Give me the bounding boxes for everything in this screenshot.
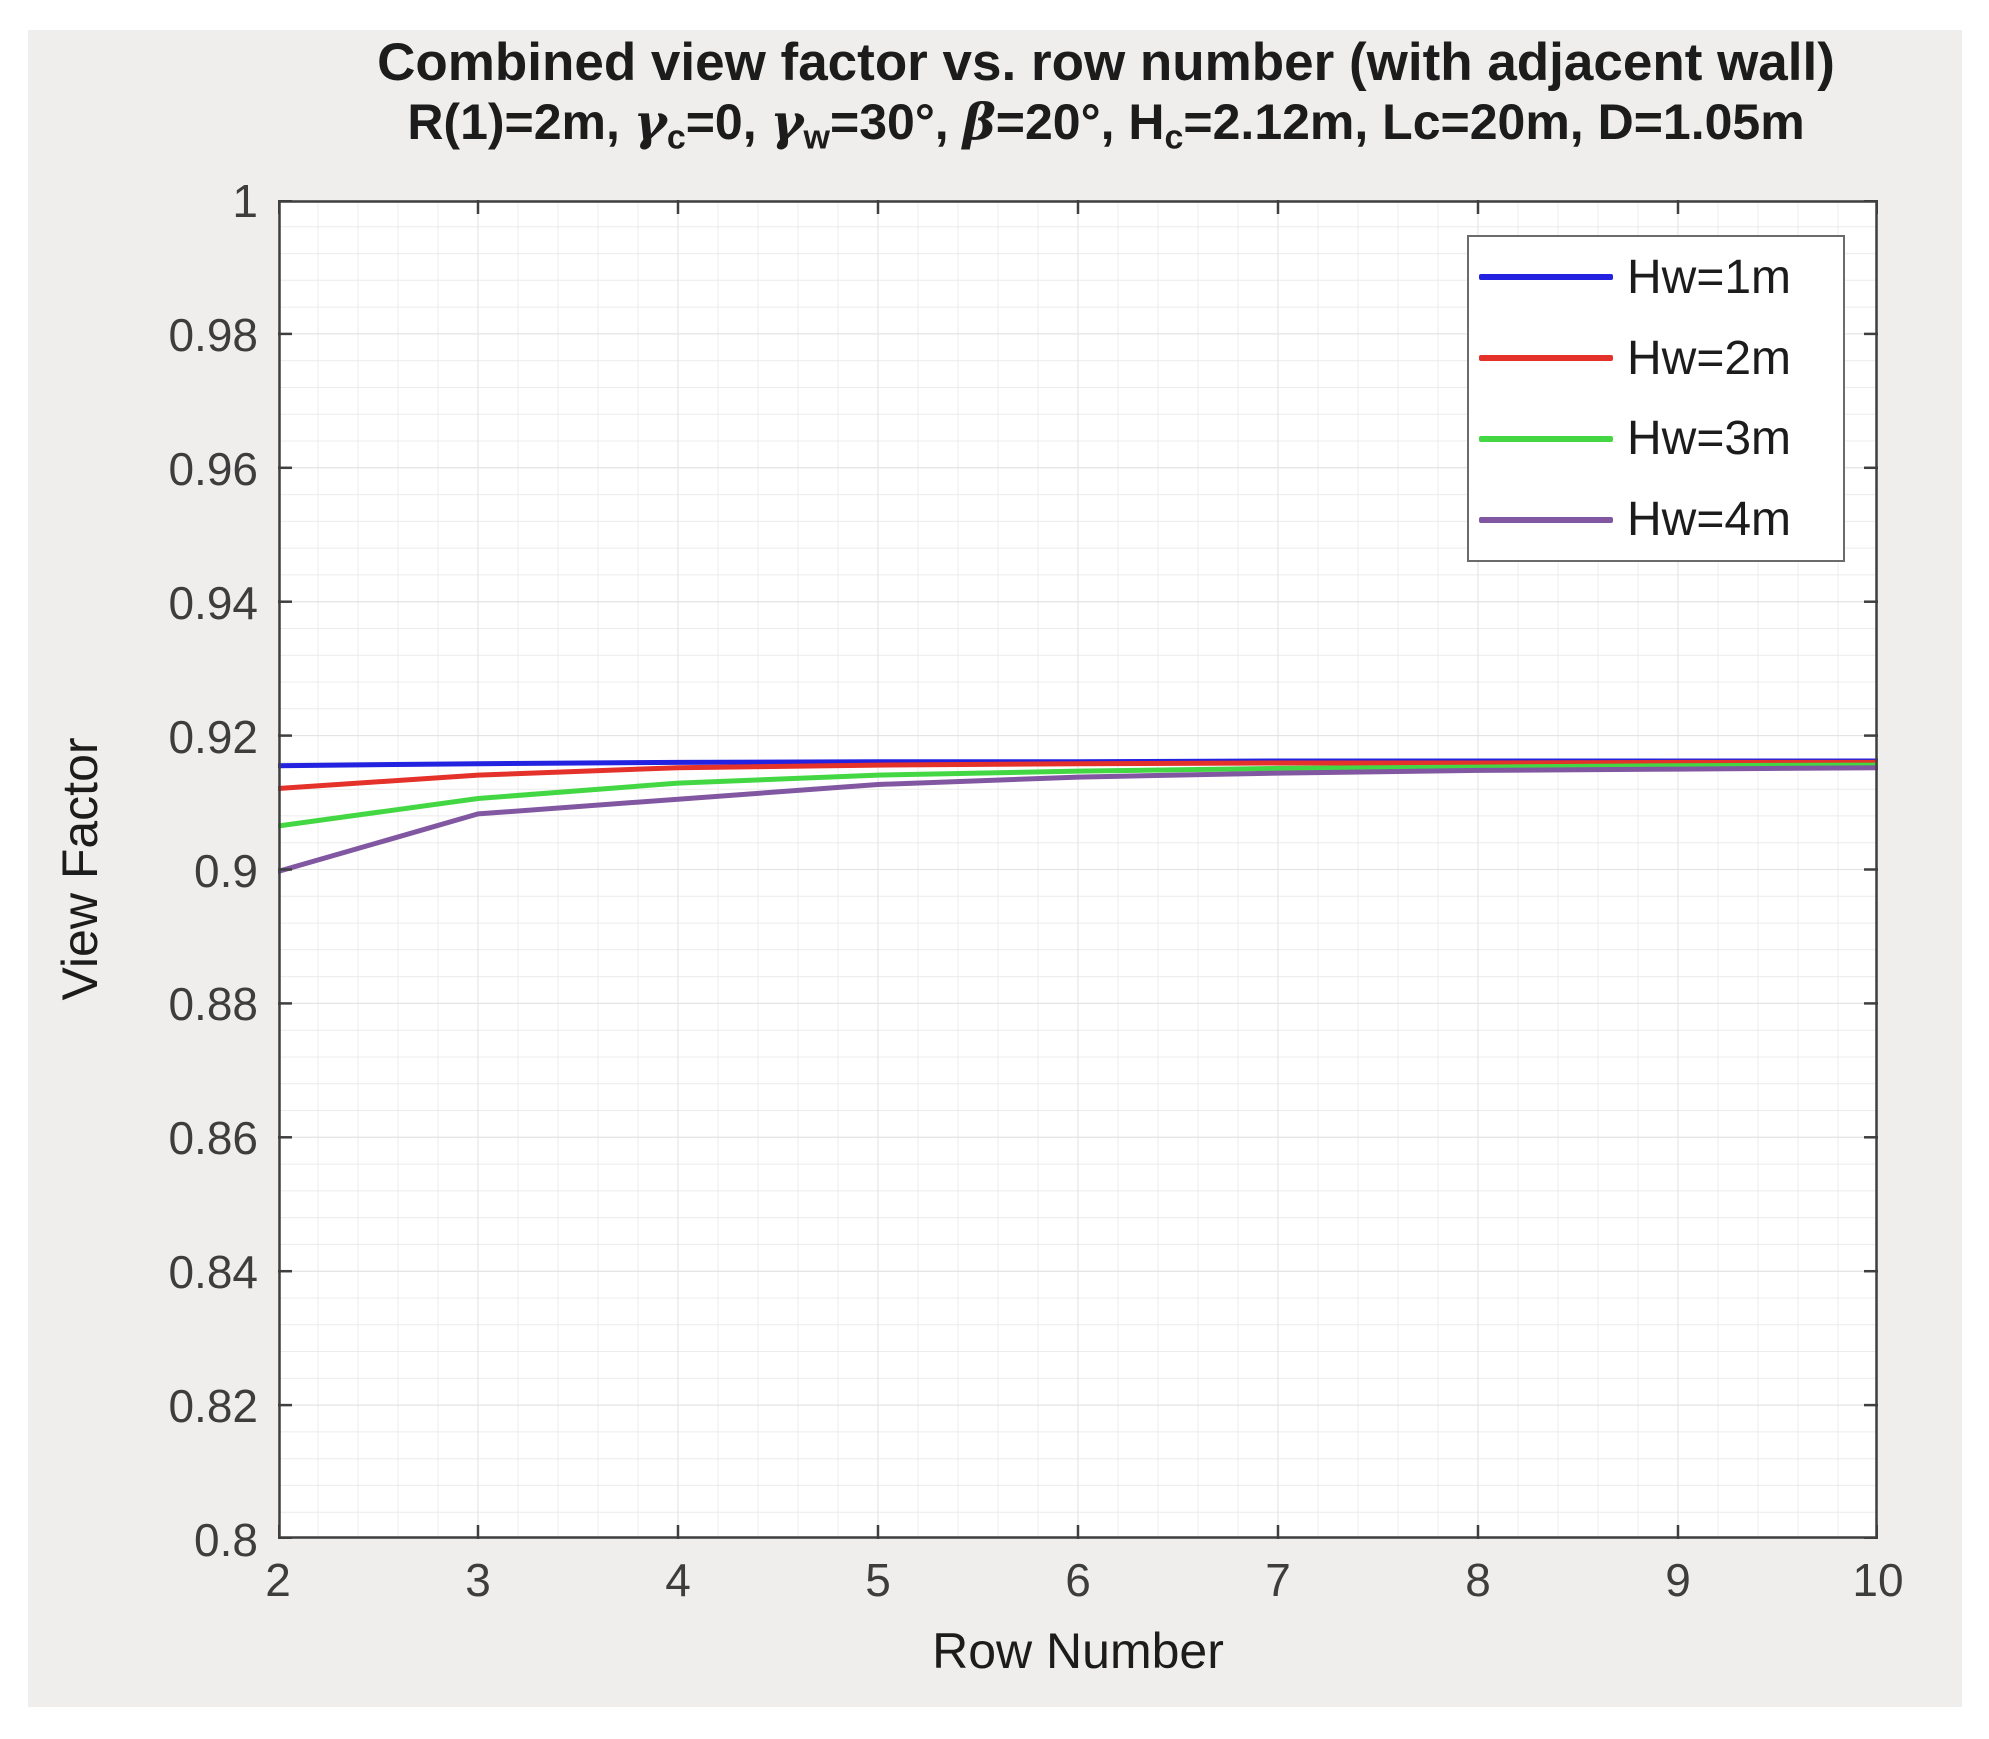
x-tick-label: 5 <box>865 1554 891 1606</box>
subtitle-subscript: w <box>803 118 830 157</box>
x-tick-label: 3 <box>465 1554 491 1606</box>
y-tick-label: 0.9 <box>194 844 258 897</box>
y-tick-label: 0.82 <box>168 1380 258 1433</box>
x-tick-label: 4 <box>665 1554 691 1606</box>
y-tick-label: 0.8 <box>194 1514 258 1566</box>
figure-background: Combined view factor vs. row number (wit… <box>28 30 1962 1707</box>
y-tick-label: 0.92 <box>168 710 258 763</box>
legend-line-swatch <box>1479 274 1613 281</box>
y-tick-label: 0.98 <box>168 308 258 361</box>
legend: Hw=1m Hw=2m Hw=3m Hw=4m <box>1467 235 1845 562</box>
subtitle-greek-symbol: β <box>962 92 996 151</box>
y-tick-label: 0.84 <box>168 1246 258 1299</box>
legend-entry: Hw=4m <box>1469 492 1843 547</box>
y-tick-label: 0.94 <box>168 576 258 629</box>
legend-entry-label: Hw=3m <box>1627 412 1792 466</box>
legend-line-swatch <box>1479 435 1613 442</box>
legend-entry-label: Hw=4m <box>1627 493 1792 547</box>
legend-entry: Hw=2m <box>1469 331 1843 386</box>
x-axis-label: Row Number <box>932 1623 1224 1679</box>
legend-entry: Hw=1m <box>1469 250 1843 305</box>
legend-line-swatch <box>1479 355 1613 362</box>
subtitle-text: =30°, <box>830 94 963 150</box>
x-tick-label: 10 <box>1852 1554 1904 1606</box>
y-tick-label: 0.86 <box>168 1112 258 1165</box>
subtitle-greek-symbol: γ <box>633 92 667 151</box>
subtitle-text: R(1)=2m, <box>407 94 634 150</box>
y-tick-label: 0.96 <box>168 442 258 495</box>
legend-entry-label: Hw=1m <box>1627 250 1792 304</box>
x-tick-label: 2 <box>265 1554 291 1606</box>
subtitle-text: =20°, H <box>995 94 1165 150</box>
subtitle-subscript: c <box>1164 118 1184 157</box>
x-tick-label: 9 <box>1665 1554 1691 1606</box>
subtitle-subscript: c <box>666 118 686 157</box>
y-tick-label: 0.88 <box>168 978 258 1031</box>
legend-entry-label: Hw=2m <box>1627 331 1792 385</box>
x-tick-label: 8 <box>1465 1554 1491 1606</box>
y-tick-label: 1 <box>232 175 258 227</box>
legend-line-swatch <box>1479 516 1613 523</box>
subtitle-text: =2.12m, Lc=20m, D=1.05m <box>1183 94 1805 150</box>
subtitle-greek-symbol: γ <box>770 92 804 151</box>
subtitle-text: =0, <box>685 94 771 150</box>
x-tick-label: 7 <box>1265 1554 1291 1606</box>
chart-subtitle: R(1)=2m, γc=0, γw=30°, β=20°, Hc=2.12m, … <box>306 92 1906 158</box>
x-tick-label: 6 <box>1065 1554 1091 1606</box>
legend-entry: Hw=3m <box>1469 411 1843 466</box>
chart-title: Combined view factor vs. row number (wit… <box>377 33 1835 92</box>
